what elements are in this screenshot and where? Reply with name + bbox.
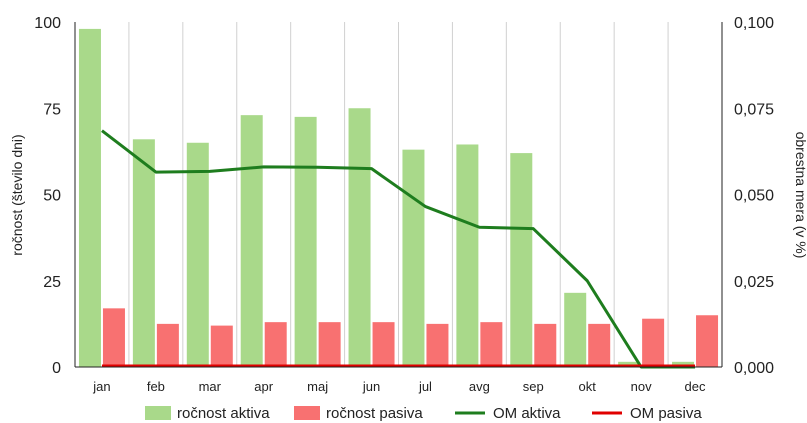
bar-rocnost-pasiva: [642, 318, 665, 367]
bar-rocnost-pasiva: [480, 322, 503, 367]
legend-label: OM aktiva: [493, 405, 561, 422]
legend-label: ročnost aktiva: [177, 405, 270, 422]
y-tick-left: 25: [43, 274, 61, 291]
bar-rocnost-aktiva: [672, 361, 695, 367]
x-tick-label: mar: [199, 379, 222, 394]
axes: [74, 22, 723, 368]
bar-rocnost-pasiva: [696, 315, 719, 367]
x-tick-label: sep: [523, 379, 544, 394]
x-tick-label: avg: [469, 379, 490, 394]
bar-rocnost-pasiva: [588, 323, 611, 367]
y-tick-left: 0: [52, 360, 61, 377]
bar-rocnost-aktiva: [132, 139, 155, 367]
bar-rocnost-aktiva: [618, 361, 641, 367]
line-om-aktiva: [101, 129, 696, 369]
x-tick-label: maj: [307, 379, 328, 394]
legend-item: OM aktiva: [455, 405, 561, 422]
x-tick-label: okt: [579, 379, 597, 394]
bar-rocnost-aktiva: [186, 142, 209, 367]
x-tick-label: feb: [147, 379, 165, 394]
bar-rocnost-aktiva: [240, 115, 263, 368]
x-tick-label: dec: [685, 379, 706, 394]
legend-swatch: [145, 406, 171, 420]
y-tick-left: 50: [43, 188, 61, 205]
bar-rocnost-pasiva: [534, 323, 557, 367]
bar-rocnost-pasiva: [210, 325, 233, 367]
y-tick-left: 75: [43, 101, 61, 118]
bar-rocnost-pasiva: [264, 322, 287, 367]
lines-layer: [101, 129, 696, 369]
y-axis-left-title: ročnost (število dni): [9, 134, 25, 255]
bar-rocnost-aktiva: [294, 116, 317, 367]
bar-rocnost-aktiva: [348, 108, 371, 367]
bars-layer: [78, 28, 719, 368]
legend-item: ročnost pasiva: [294, 405, 423, 422]
bar-rocnost-pasiva: [372, 322, 395, 367]
y-tick-right: 0,000: [734, 360, 774, 377]
legend-item: ročnost aktiva: [145, 405, 270, 422]
x-tick-label: apr: [254, 379, 273, 394]
legend-label: OM pasiva: [630, 405, 702, 422]
y-tick-right: 0,075: [734, 101, 774, 118]
bar-rocnost-pasiva: [426, 323, 449, 367]
bar-rocnost-aktiva: [402, 149, 425, 367]
bar-rocnost-aktiva: [78, 28, 101, 368]
legend-item: OM pasiva: [592, 405, 702, 422]
y-tick-right: 0,050: [734, 188, 774, 205]
legend-label: ročnost pasiva: [326, 405, 423, 422]
y-tick-left: 100: [34, 15, 61, 32]
bar-rocnost-pasiva: [318, 322, 341, 367]
bar-rocnost-aktiva: [456, 144, 479, 367]
x-tick-label: jan: [92, 379, 110, 394]
x-axis-ticks: jan feb mar apr maj jun jul avg sep okt nov dec: [92, 379, 706, 394]
bar-rocnost-aktiva: [564, 292, 587, 367]
y-axis-left-ticks: 0 25 50 75 100: [34, 15, 61, 377]
y-axis-right-ticks: 0,000 0,025 0,050 0,075 0,100: [734, 15, 774, 377]
x-tick-label: jul: [418, 379, 432, 394]
x-tick-label: nov: [631, 379, 652, 394]
y-axis-right-title: obrestna mera (v %): [793, 132, 807, 259]
x-tick-label: jun: [362, 379, 380, 394]
legend-swatch: [294, 406, 320, 420]
gridlines: [74, 22, 723, 367]
y-tick-right: 0,100: [734, 15, 774, 32]
bar-rocnost-pasiva: [102, 308, 125, 367]
legend: ročnost aktiva ročnost pasiva OM aktiva OM …: [145, 405, 702, 422]
bar-rocnost-pasiva: [156, 323, 179, 367]
y-tick-right: 0,025: [734, 274, 774, 291]
bar-rocnost-aktiva: [510, 153, 533, 367]
